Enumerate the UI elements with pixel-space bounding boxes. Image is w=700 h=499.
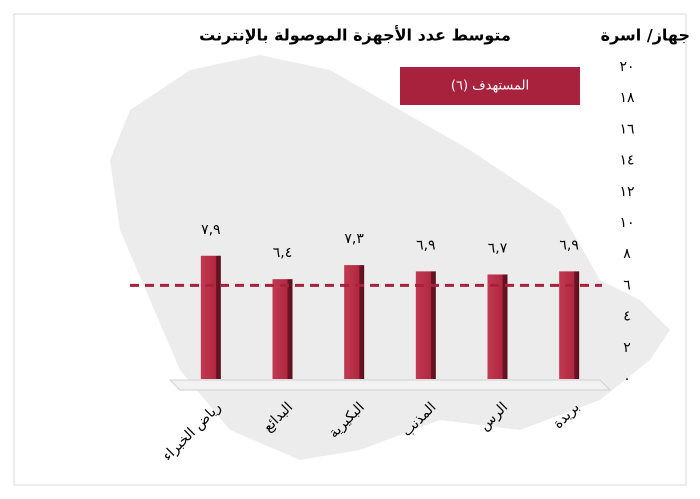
value-label: ٦,٩: [416, 237, 436, 253]
y-tick-label: ١٢: [619, 184, 634, 200]
bar: [559, 271, 580, 379]
target-legend-label: المستهدف (٦): [451, 79, 529, 94]
y-tick-label: ٢: [623, 340, 631, 356]
bar: [200, 255, 221, 379]
bar: [415, 271, 436, 379]
y-tick-label: ١٦: [619, 121, 634, 137]
value-label: ٦,٩: [559, 237, 579, 253]
y-tick-label: ٢٠: [619, 59, 634, 75]
y-tick-label: ٨: [623, 246, 631, 262]
y-tick-label: ٠: [623, 371, 631, 387]
y-axis-label: جهاز/ اسرة: [601, 26, 690, 45]
value-label: ٧,٣: [344, 231, 364, 247]
bar: [272, 279, 293, 379]
chart-title: متوسط عدد الأجهزة الموصولة بالإنترنت: [199, 26, 511, 45]
target-legend-box: [400, 67, 580, 105]
y-tick-label: ١٨: [619, 90, 635, 106]
y-tick-label: ٦: [623, 277, 631, 293]
y-tick-label: ٤: [623, 309, 631, 325]
value-label: ٧,٩: [201, 222, 221, 238]
y-tick-label: ١٠: [619, 215, 634, 231]
bar: [344, 265, 365, 379]
floor: [168, 379, 612, 391]
bar: [487, 274, 508, 379]
y-tick-label: ١٤: [619, 153, 634, 169]
value-label: ٦,٤: [273, 245, 293, 261]
value-label: ٦,٧: [488, 240, 508, 256]
map-background: [110, 55, 670, 460]
